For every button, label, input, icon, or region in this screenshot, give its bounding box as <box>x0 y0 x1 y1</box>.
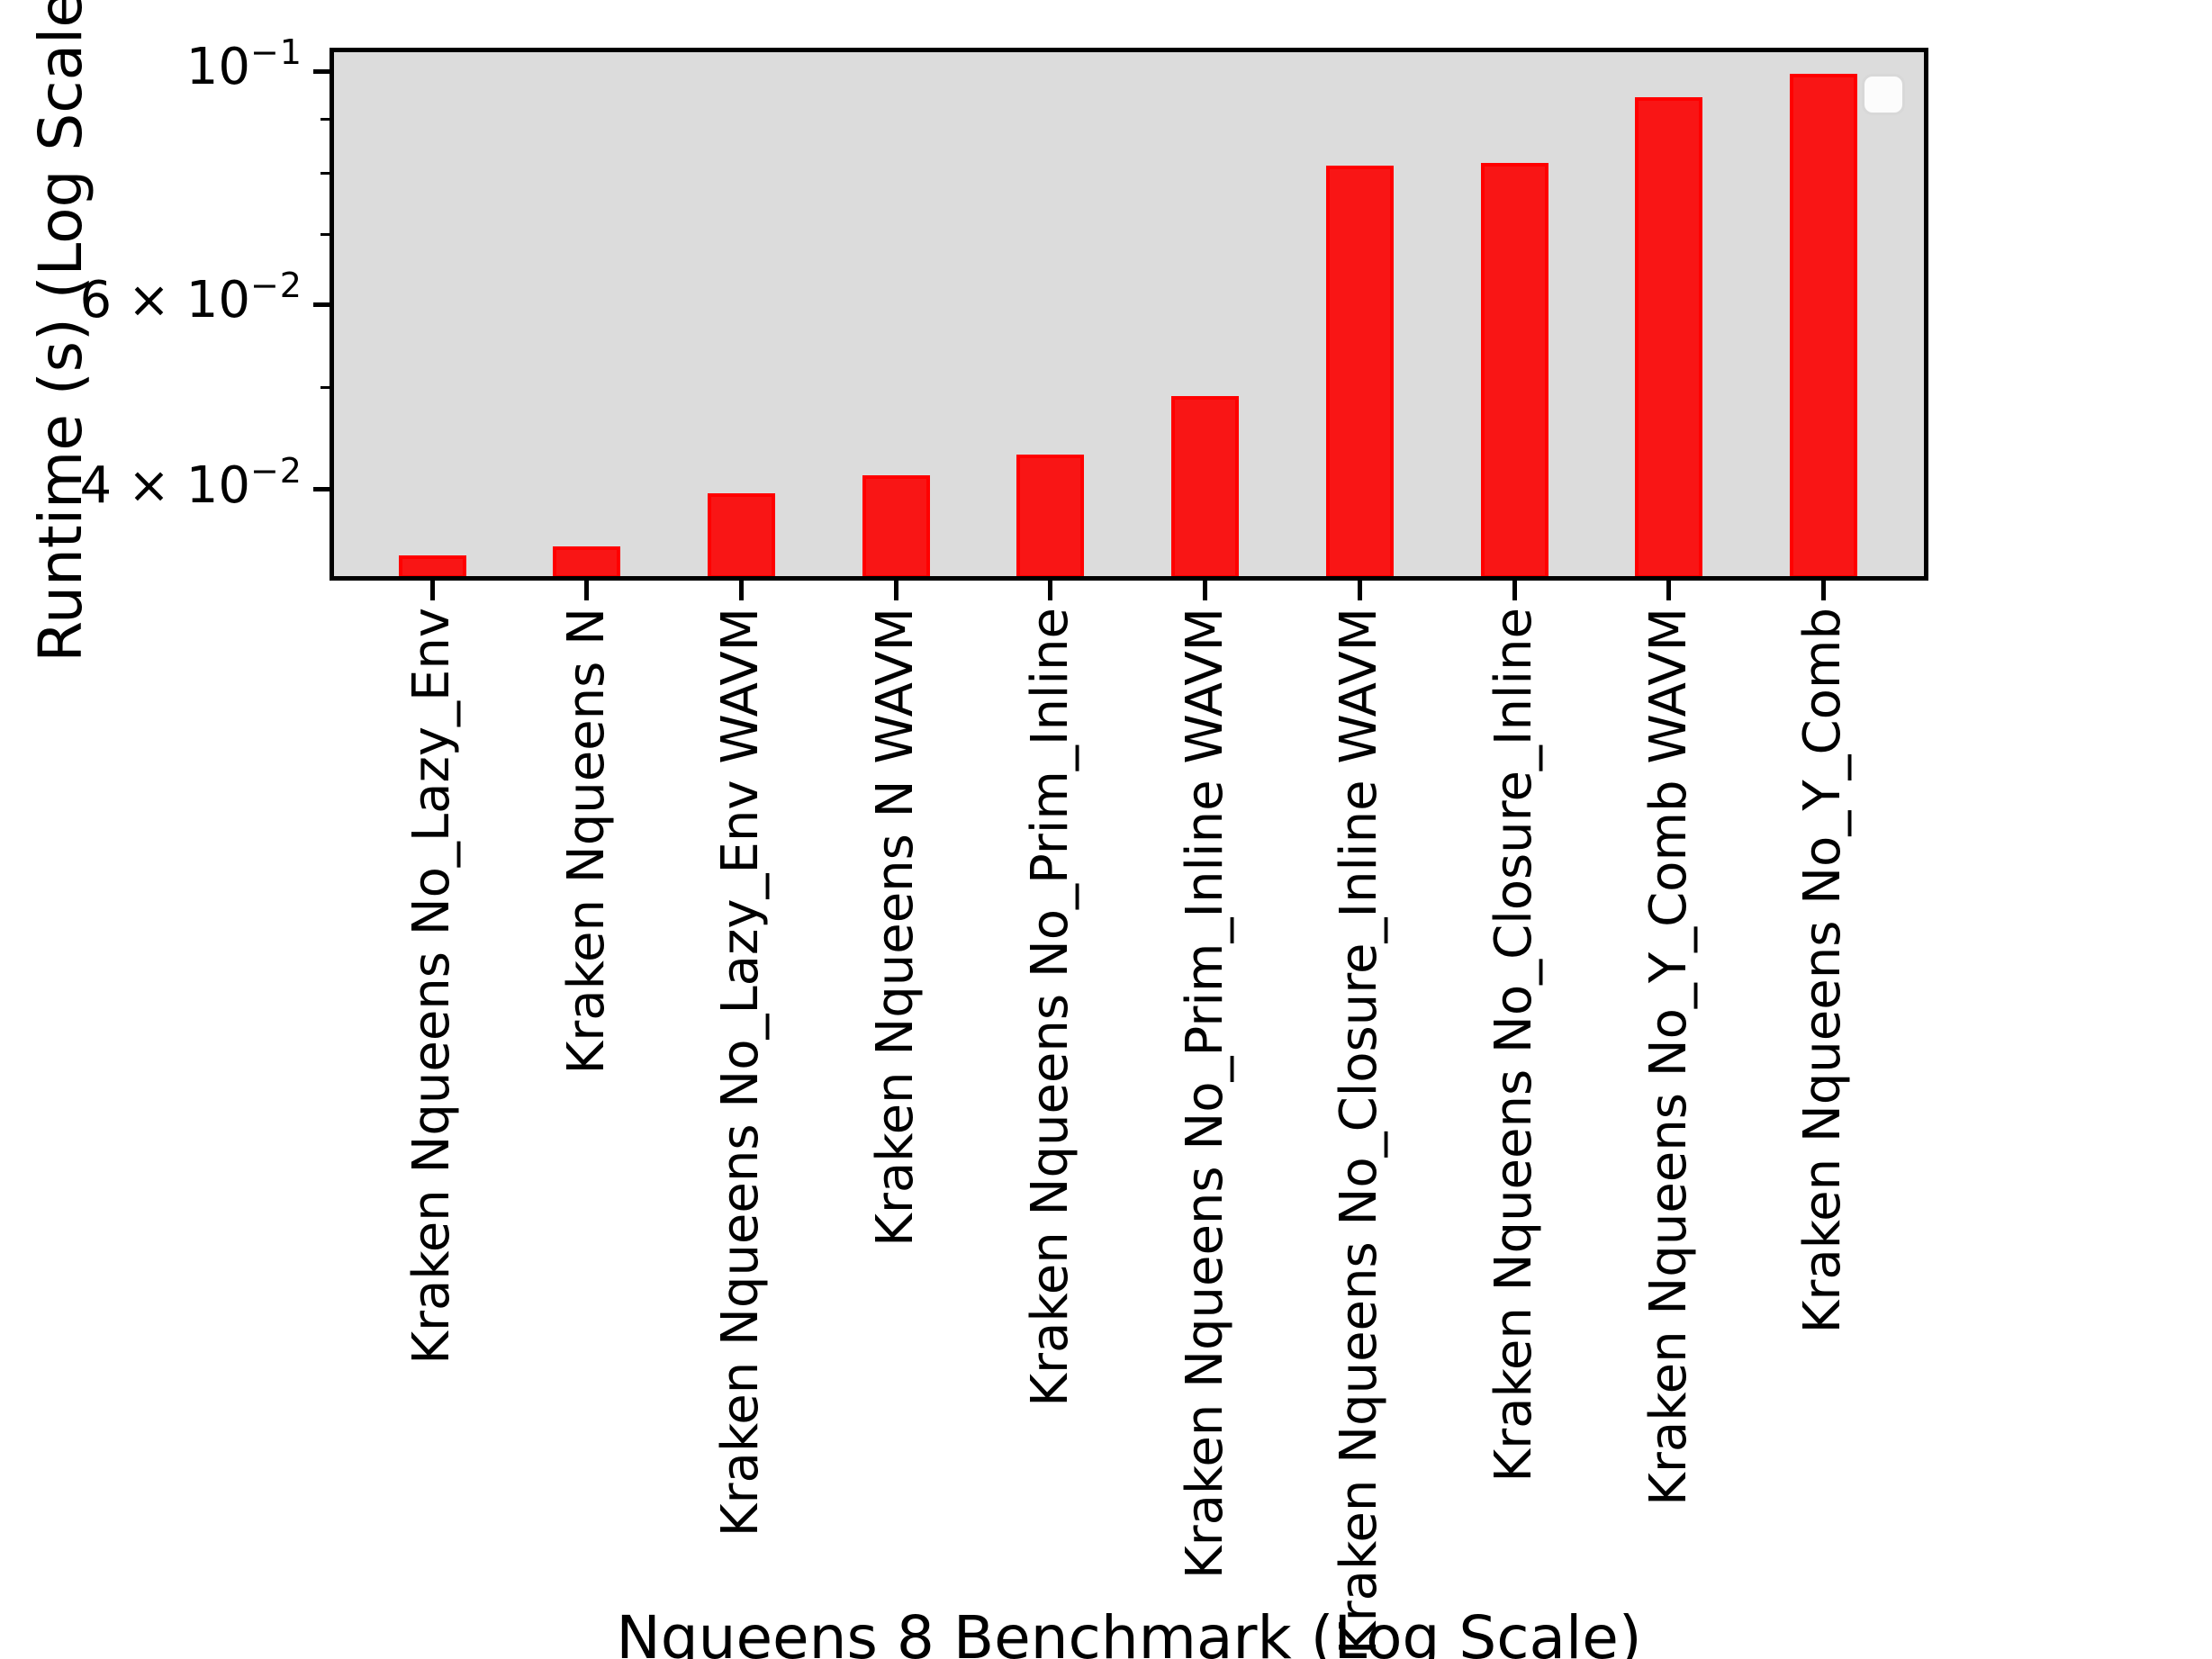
bar <box>707 492 775 579</box>
bar <box>1325 166 1394 579</box>
bar <box>398 555 466 579</box>
x-tick-label: Kraken Nqueens No_Lazy_Env <box>402 608 461 1365</box>
x-tick <box>893 581 898 600</box>
x-tick <box>1357 581 1362 600</box>
y-major-tick <box>313 68 331 74</box>
bar <box>1635 97 1703 579</box>
bar <box>1171 395 1240 579</box>
x-tick-label: Kraken Nqueens N <box>556 608 616 1075</box>
x-tick-label: Kraken Nqueens No_Y_Comb WAVM <box>1639 608 1698 1506</box>
y-minor-tick <box>321 118 331 122</box>
y-tick-label: 10−1 <box>185 32 302 97</box>
x-tick <box>738 581 744 600</box>
x-tick <box>584 581 590 600</box>
x-tick <box>1203 581 1208 600</box>
x-tick-label: Kraken Nqueens N WAVM <box>866 608 925 1247</box>
bar <box>553 546 621 579</box>
y-tick-label: 4 × 10−2 <box>79 450 302 515</box>
x-tick <box>1048 581 1053 600</box>
y-tick-label: 6 × 10−2 <box>79 266 302 330</box>
x-tick-label: Kraken Nqueens No_Y_Comb <box>1793 608 1853 1334</box>
bar <box>862 474 930 579</box>
x-tick-label: Kraken Nqueens No_Prim_Inline <box>1020 608 1079 1407</box>
x-tick-label: Kraken Nqueens No_Closure_Inline WAVM <box>1330 608 1389 1655</box>
y-minor-tick <box>321 171 331 175</box>
bar <box>1480 163 1548 579</box>
y-major-tick <box>313 487 331 492</box>
bar <box>1016 454 1085 579</box>
x-tick <box>1820 581 1826 600</box>
x-tick <box>429 581 435 600</box>
x-tick-label: Kraken Nqueens No_Prim_Inline WAVM <box>1175 608 1234 1580</box>
x-tick-label: Kraken Nqueens No_Closure_Inline <box>1485 608 1544 1483</box>
x-axis-title: Nqueens 8 Benchmark (Log Scale) <box>616 1603 1642 1659</box>
x-tick <box>1666 581 1672 600</box>
bar <box>1789 73 1857 579</box>
y-minor-tick <box>321 232 331 236</box>
y-minor-tick <box>321 386 331 390</box>
x-tick <box>1512 581 1517 600</box>
legend-box <box>1862 74 1905 115</box>
x-tick-label: Kraken Nqueens No_Lazy_Env WAVM <box>711 608 771 1537</box>
y-major-tick <box>313 302 331 307</box>
y-axis-label: Runtime (s) (Log Scale) <box>26 0 95 663</box>
